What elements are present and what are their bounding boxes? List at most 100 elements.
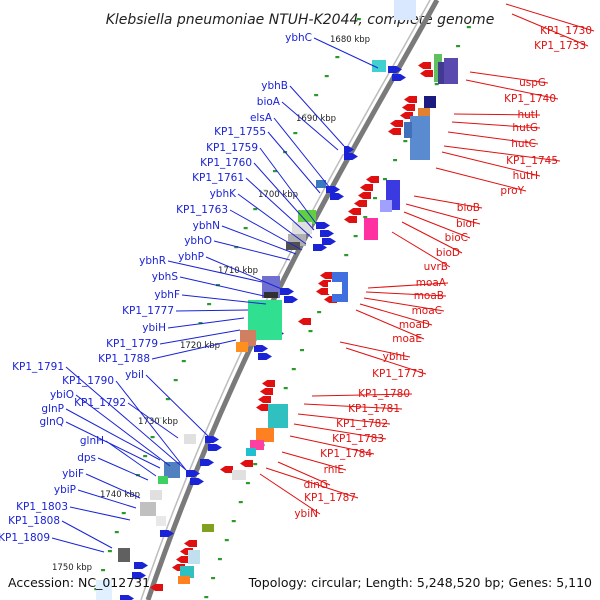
- map-title: Klebsiella pneumoniae NTUH-K2044, comple…: [106, 12, 495, 28]
- kbp-label-bg: [294, 113, 338, 124]
- reverse-gene-arrow: [316, 288, 329, 295]
- gene-label: hutI: [517, 109, 538, 121]
- gene-label: KP1_1782: [336, 418, 388, 430]
- gene-label: KP1_1755: [214, 126, 266, 138]
- gene-label: dinG: [304, 479, 328, 491]
- gene-label: elsA: [250, 112, 273, 124]
- gene-leader-line: [181, 294, 267, 305]
- forward-gene-arrow: [322, 238, 336, 245]
- tick-mark: [245, 482, 250, 485]
- gene-leader-line: [65, 366, 187, 471]
- gene-label: glnP: [41, 403, 64, 415]
- gene-label: KP1_1730: [540, 25, 592, 37]
- gene-label: ybhK: [210, 188, 238, 200]
- gene-leader-line: [221, 225, 297, 255]
- gene-leader-line: [127, 402, 179, 439]
- gene-feature-block: [424, 96, 436, 108]
- gene-leader-line: [237, 193, 307, 245]
- tick-mark: [363, 216, 368, 219]
- tick-mark: [291, 368, 296, 371]
- gene-leader-line: [313, 37, 379, 69]
- gene-leader-line: [289, 435, 375, 455]
- forward-gene-arrow: [208, 444, 222, 451]
- gene-feature-block: [158, 476, 168, 484]
- kbp-label: 1680 kbp: [330, 35, 370, 45]
- gene-feature-block: [250, 440, 264, 450]
- forward-gene-arrow: [330, 193, 344, 200]
- tick-mark: [293, 132, 298, 135]
- gene-label: moaE: [392, 333, 422, 345]
- gene-leader-line: [51, 537, 105, 553]
- reverse-gene-arrow: [366, 176, 379, 183]
- kbp-label: 1700 kbp: [258, 190, 298, 200]
- tick-mark: [238, 501, 243, 504]
- gene-leader-line: [265, 467, 359, 499]
- gene-feature-block: [118, 548, 130, 562]
- gene-leader-line: [273, 117, 331, 189]
- reverse-gene-arrow: [318, 280, 331, 287]
- gene-leader-line: [339, 341, 411, 358]
- gene-leader-line: [75, 394, 171, 467]
- gene-feature-block: [112, 562, 126, 570]
- gene-label: KP1_1761: [192, 172, 244, 184]
- label-line-layer: [51, 3, 595, 553]
- gene-label: KP1_1783: [332, 433, 384, 445]
- genome-backbone: [145, 0, 440, 600]
- gene-leader-line: [441, 151, 541, 177]
- gene-label: rhlE: [324, 464, 344, 476]
- gene-label: KP1_1760: [200, 157, 252, 169]
- gene-feature-block: [202, 524, 214, 532]
- gene-leader-line: [451, 121, 541, 129]
- gene-feature-block: [232, 470, 246, 480]
- tick-mark: [243, 227, 248, 230]
- gene-feature-block: [334, 136, 344, 154]
- reverse-gene-arrow: [418, 62, 431, 69]
- gene-feature-block: [156, 516, 166, 526]
- forward-gene-arrow: [284, 296, 298, 303]
- gene-feature-block: [150, 490, 162, 500]
- reverse-gene-arrow: [402, 104, 415, 111]
- gene-leader-line: [289, 85, 345, 147]
- gene-label: ybhP: [178, 251, 204, 263]
- gene-label: ybhF: [154, 289, 180, 301]
- forward-gene-arrow: [258, 353, 272, 360]
- gene-leader-line: [281, 101, 339, 151]
- gene-leader-line: [303, 403, 403, 410]
- reverse-gene-arrow: [344, 216, 357, 223]
- gene-leader-line: [61, 520, 113, 549]
- gene-leader-line: [401, 221, 463, 254]
- gene-feature-block: [364, 218, 378, 240]
- reverse-gene-arrow: [260, 388, 273, 395]
- gene-feature-block: [298, 210, 316, 224]
- gene-label: ybiI: [125, 369, 144, 381]
- gene-label: hutH: [513, 170, 538, 182]
- gene-leader-line: [229, 209, 303, 251]
- gene-leader-line: [469, 71, 549, 84]
- gene-label: ybiN: [294, 508, 318, 520]
- gene-feature-block: [264, 292, 278, 298]
- gene-feature-block: [188, 550, 200, 564]
- gene-label: KP1_1733: [534, 40, 586, 52]
- reverse-gene-arrow: [358, 192, 371, 199]
- forward-gene-arrow: [392, 74, 406, 81]
- tick-mark: [373, 197, 378, 200]
- gene-leader-line: [281, 451, 347, 471]
- gene-leader-line: [259, 473, 321, 515]
- gene-leader-line: [447, 131, 539, 145]
- tick-mark: [181, 360, 186, 363]
- gene-leader-line: [179, 276, 265, 297]
- reverse-gene-arrow: [388, 128, 401, 135]
- gene-label: KP1_1779: [106, 338, 158, 350]
- gene-leader-line: [213, 240, 291, 261]
- gene-label: dps: [77, 452, 96, 464]
- genome-backbone-shadow: [140, 0, 431, 600]
- gene-label: bioB: [457, 202, 480, 214]
- gene-leader-line: [277, 461, 331, 486]
- gene-leader-line: [435, 167, 527, 192]
- gene-feature-block: [256, 428, 274, 442]
- gene-leader-line: [359, 303, 433, 326]
- gene-label: ybhB: [261, 80, 288, 92]
- gene-label: ybhS: [152, 271, 179, 283]
- tick-mark: [456, 45, 461, 48]
- gene-leader-line: [97, 457, 149, 481]
